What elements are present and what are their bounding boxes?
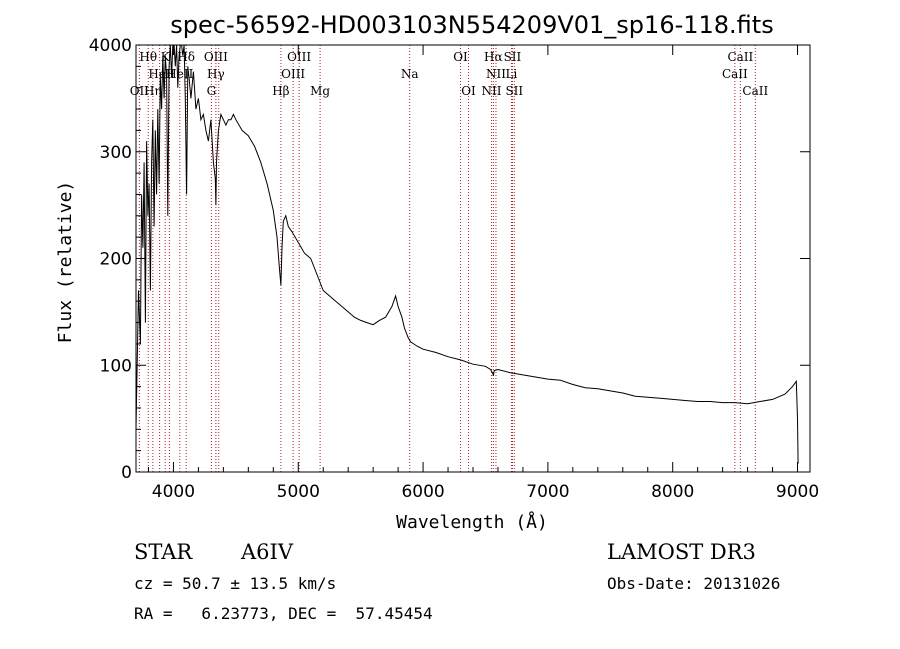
spectral-line-label: OIII	[281, 67, 305, 81]
spectral-line-label: OIII	[204, 50, 228, 64]
x-tick-label: 5000	[277, 482, 320, 502]
spectral-line-label: OI	[461, 84, 476, 98]
object-subclass: A6IV	[241, 540, 293, 564]
spectral-line-markers	[138, 45, 756, 472]
y-tick-label: 0	[121, 463, 132, 483]
spectral-line-label: Mg	[310, 84, 330, 98]
spectral-line-label: G	[207, 84, 217, 98]
x-tick-label: 8000	[651, 482, 694, 502]
obs-date: Obs-Date: 20131026	[607, 574, 781, 593]
spectral-line-label: CaII	[742, 84, 768, 98]
spectral-line-label: Hδ	[177, 50, 195, 64]
x-tick-label: 9000	[776, 482, 819, 502]
spectral-line-label: Hθ	[139, 50, 157, 64]
y-axis-label: Flux (relative)	[55, 181, 76, 344]
spectral-line-label: Hγ	[207, 67, 225, 81]
survey-name: LAMOST DR3	[607, 540, 756, 564]
y-tick-label: 4000	[89, 36, 132, 56]
spectral-line-label: OIII	[287, 50, 311, 64]
spectral-line-label: Na	[401, 67, 419, 81]
spectral-line-label: OI	[453, 50, 468, 64]
y-tick-label: 100	[100, 356, 132, 376]
x-tick-label: 6000	[401, 482, 444, 502]
spectral-line-label: OII	[130, 84, 150, 98]
spectral-line-label: CaII	[727, 50, 753, 64]
x-axis-ticks: 4000 5000 6000 7000 8000 9000	[147, 45, 819, 502]
x-tick-label: 4000	[152, 482, 195, 502]
ra-dec: RA = 6.23773, DEC = 57.45454	[134, 604, 433, 623]
object-class: STAR	[134, 540, 193, 564]
x-tick-label: 7000	[526, 482, 569, 502]
redshift-cz: cz = 50.7 ± 13.5 km/s	[134, 574, 337, 593]
spectral-line-label: HeII	[166, 67, 193, 81]
spectrum-line	[135, 44, 799, 464]
y-axis-ticks: 0 100 200 300 4000	[89, 36, 810, 483]
spectral-line-label: NII	[486, 67, 506, 81]
y-tick-label: 200	[100, 250, 132, 270]
spectral-line-label: CaII	[722, 67, 748, 81]
spectral-line-label: Hη	[144, 84, 162, 98]
spectral-line-label: SII	[505, 84, 523, 98]
spectral-line-label: Hα	[484, 50, 503, 64]
y-tick-label: 300	[100, 143, 132, 163]
spectral-line-label: Hβ	[272, 84, 289, 98]
spectral-line-label: NII	[481, 84, 501, 98]
spectral-line-label: Li	[506, 67, 518, 81]
x-axis-label: Wavelength (Å)	[396, 511, 548, 533]
spectral-line-label: SII	[504, 50, 522, 64]
chart-title: spec-56592-HD003103N554209V01_sp16-118.f…	[170, 11, 773, 39]
plot-frame	[135, 44, 811, 473]
